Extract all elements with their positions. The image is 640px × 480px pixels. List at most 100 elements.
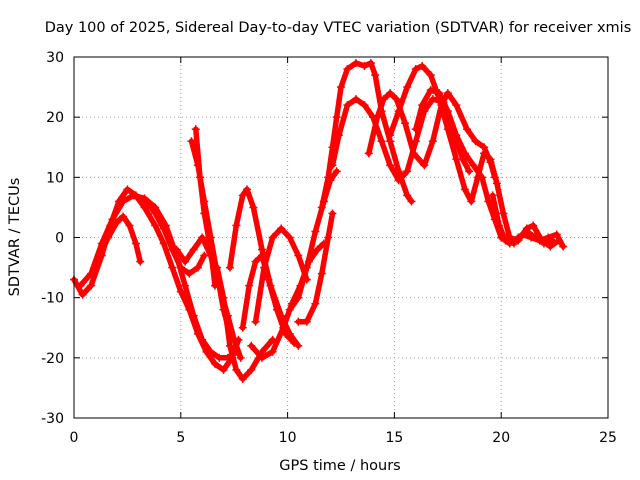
series-line [489,192,566,250]
data-point [480,149,489,158]
data-point [477,173,486,182]
data-point [426,71,435,80]
data-point [151,221,160,230]
data-point [343,101,352,110]
data-point [377,137,386,146]
data-point [129,191,138,200]
y-tick-label: 30 [46,50,64,66]
data-point [469,161,478,170]
data-point [251,257,260,266]
data-point [302,317,311,326]
data-point [501,236,510,245]
data-point [232,221,241,230]
data-point [401,119,410,128]
data-point [210,359,219,368]
data-point [198,335,207,344]
data-point [332,167,341,176]
data-point [334,131,343,140]
data-point [225,263,234,272]
data-point [420,161,429,170]
data-point [294,341,303,350]
series-track-l [251,224,311,326]
x-tick-label: 5 [176,430,185,446]
data-point [238,323,247,332]
axes: 0 5 10 15 20 25 -30 -20 -10 0 10 20 30 [41,50,617,446]
data-point [142,197,151,206]
series-track-o [317,59,416,212]
data-point [260,263,269,272]
data-point [257,353,266,362]
data-point [495,221,504,230]
data-point [131,239,140,248]
data-point [236,353,245,362]
x-axis-label: GPS time / hours [279,458,400,474]
data-point [151,209,160,218]
data-point [272,305,281,314]
data-point [360,101,369,110]
x-tick-label: 15 [385,430,403,446]
y-tick-label: 20 [46,110,64,126]
data-point [238,191,247,200]
data-point [123,185,132,194]
data-point [403,191,412,200]
series-track-d [134,194,209,278]
data-point [225,341,234,350]
data-point [210,281,219,290]
data-point [198,233,207,242]
data-point [452,155,461,164]
data-point [443,125,452,134]
data-series [70,59,568,383]
data-point [510,239,519,248]
data-point [435,89,444,98]
data-point [488,191,497,200]
data-point [219,293,228,302]
data-point [386,161,395,170]
data-point [294,317,303,326]
data-point [403,83,412,92]
data-point [317,203,326,212]
data-point [136,257,145,266]
data-point [196,173,205,182]
series-track-n [294,209,337,326]
data-point [392,95,401,104]
data-point [559,242,568,251]
data-point [215,353,224,362]
data-point [467,197,476,206]
data-point [418,62,427,71]
data-point [268,347,277,356]
data-point [245,281,254,290]
data-point [311,299,320,308]
data-point [411,65,420,74]
data-point [465,167,474,176]
data-point [108,215,117,224]
data-point [134,194,143,203]
data-point [418,101,427,110]
data-point [159,224,168,233]
data-point [518,230,527,239]
data-point [206,347,215,356]
data-point [452,131,461,140]
series-track-g [191,125,219,290]
data-point [332,113,341,122]
data-point [247,341,256,350]
y-axis-label: SDTVAR / TECUs [7,178,23,297]
data-point [181,281,190,290]
data-point [159,239,168,248]
data-point [313,245,322,254]
data-point [95,251,104,260]
data-point [460,185,469,194]
y-tick-label: 0 [55,231,64,247]
series-line [413,87,556,247]
data-point [140,203,149,212]
data-point [351,59,360,68]
data-point [351,95,360,104]
data-point [499,209,508,218]
y-tick-label: -10 [41,291,64,307]
x-tick-label: 25 [599,430,617,446]
data-point [426,86,435,95]
y-tick-label: 10 [46,170,64,186]
data-point [189,245,198,254]
data-point [460,149,469,158]
data-point [249,203,258,212]
data-point [87,269,96,278]
